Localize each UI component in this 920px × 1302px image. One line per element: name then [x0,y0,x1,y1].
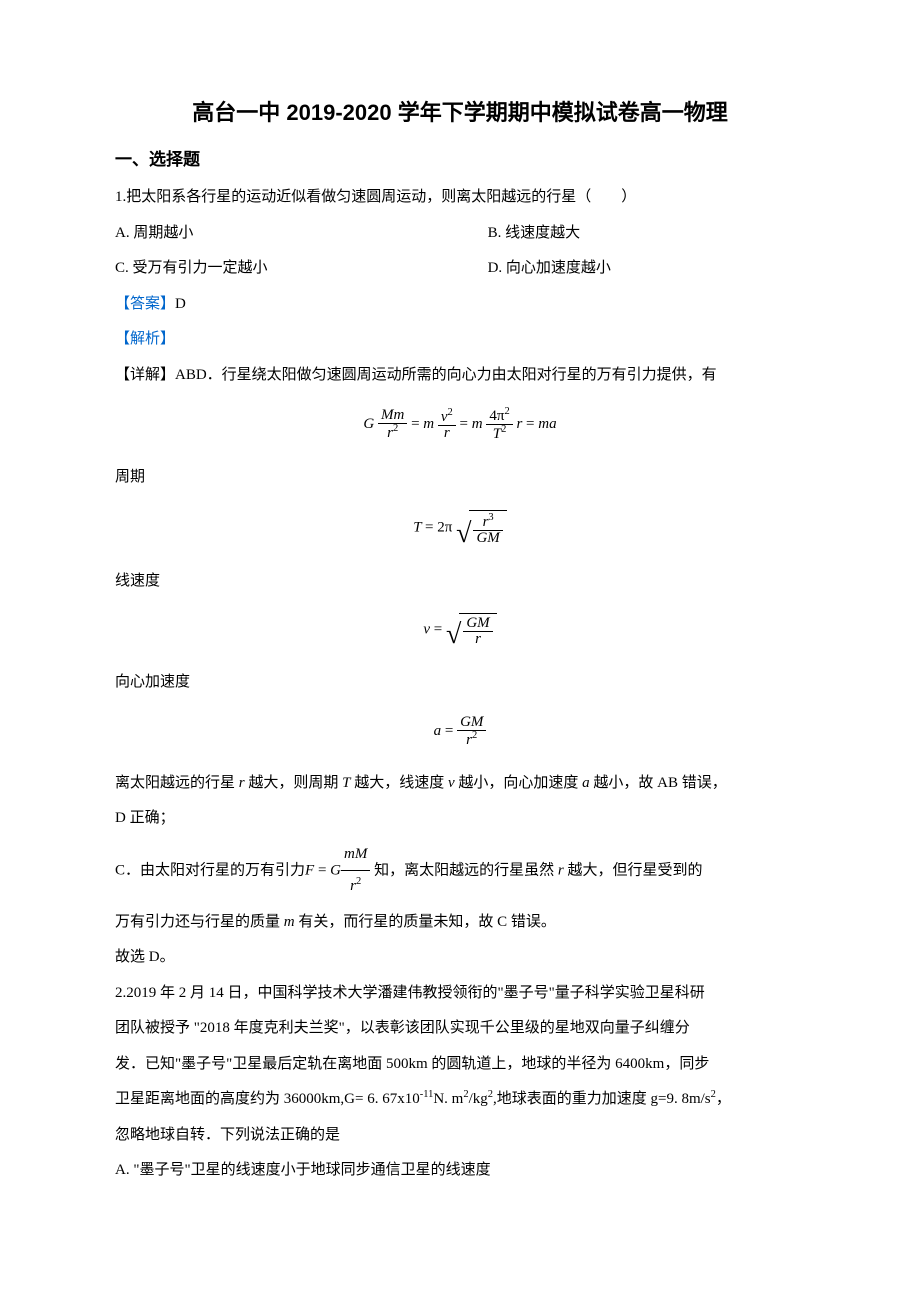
var-ma: ma [538,416,556,432]
q1-optC: C. 受万有引力一定越小 [115,253,488,285]
eq4: = [425,519,437,535]
formula-velocity: v = √ GM r [115,613,805,647]
formula-period: T = 2π √ r3 GM [115,510,805,546]
var-m2: m [472,416,483,432]
pCa: C．由太阳对行星的万有引力 [115,862,305,878]
q1-optB: B. 线速度越大 [488,218,805,250]
s4e: ， [716,1091,731,1107]
var-m1: m [423,416,434,432]
var-v: v [441,409,448,425]
period-label: 周期 [115,462,805,494]
eq5: = [434,621,442,637]
var-F: F [305,862,314,878]
var-GM2: GM [466,615,489,631]
q1-stem: 1.把太阳系各行星的运动近似看做匀速圆周运动，则离太阳越远的行星（ ） [115,182,805,214]
var-v-inline: v [448,775,455,791]
exp-2e: 2 [472,730,477,741]
q2-stem5: 忽略地球自转．下列说法正确的是 [115,1120,805,1152]
q2-optA: A. "墨子号"卫星的线速度小于地球同步通信卫星的线速度 [115,1155,805,1187]
exp-2b: 2 [448,407,453,418]
exp-3: 3 [488,512,493,523]
var-2: 2 [437,519,445,535]
formula-accel: a = GM r2 [115,715,805,748]
s4b: N. m [433,1091,463,1107]
c1d: 越小，向心加速度 [455,775,583,791]
sqrt-icon2: √ [446,621,461,649]
exp-2c: 2 [504,406,509,417]
var-GM1: GM [476,530,499,546]
pCd: 万有引力还与行星的质量 [115,914,284,930]
var-r5: r [475,631,481,647]
sqrt-icon: √ [456,520,471,548]
pCe: 有关，而行星的质量未知，故 C 错误。 [295,914,556,930]
pCc: 越大，但行星受到的 [564,862,703,878]
var-r2: r [444,425,450,441]
q1-detail: 【详解】ABD．行星绕太阳做匀速圆周运动所需的向心力由太阳对行星的万有引力提供，… [115,360,805,392]
var-v2: v [423,621,430,637]
c1c: 越大，线速度 [350,775,448,791]
var-a: a [434,722,442,738]
var-pi2: π [445,519,453,535]
c1a: 离太阳越远的行星 [115,775,239,791]
var-G2: G [330,862,341,878]
accel-label: 向心加速度 [115,667,805,699]
q1-optA: A. 周期越小 [115,218,488,250]
var-m-inline: m [284,914,295,930]
q1-conclusion1: 离太阳越远的行星 r 越大，则周期 T 越大，线速度 v 越小，向心加速度 a … [115,768,805,800]
var-Mm: Mm [381,407,404,423]
q1-partC: C．由太阳对行星的万有引力F = GmMr2 知，离太阳越远的行星虽然 r 越大… [115,839,805,903]
var-G: G [363,416,374,432]
q1-options-row1: A. 周期越小 B. 线速度越大 [115,218,805,250]
answer-value: D [175,296,186,312]
var-T2: T [413,519,421,535]
q1-optD: D. 向心加速度越小 [488,253,805,285]
answer-label: 【答案】 [115,296,175,312]
eq3: = [526,416,538,432]
var-T: T [493,426,501,442]
q1-conclusion1f: D 正确； [115,803,805,835]
q1-options-row2: C. 受万有引力一定越小 D. 向心加速度越小 [115,253,805,285]
q2-stem2: 团队被授予 "2018 年度克利夫兰奖"，以表彰该团队实现千公里级的星地双向量子… [115,1013,805,1045]
q1-partC2: 万有引力还与行星的质量 m 有关，而行星的质量未知，故 C 错误。 [115,907,805,939]
section-heading: 一、选择题 [115,145,805,170]
var-GM3: GM [460,714,483,730]
q1-answer: 【答案】D [115,289,805,321]
exam-title: 高台一中 2019-2020 学年下学期期中模拟试卷高一物理 [115,95,805,127]
var-r3: r [516,416,522,432]
eq6: = [445,722,457,738]
eq2: = [460,416,468,432]
pCb: 知，离太阳越远的行星虽然 [374,862,558,878]
c1e: 越小，故 AB 错误， [590,775,727,791]
var-4: 4 [489,408,497,424]
var-a-inline: a [582,775,590,791]
exp-2f: 2 [356,876,361,887]
s4d: ,地球表面的重力加速度 g=9. 8m/s [493,1091,711,1107]
q2-stem1: 2.2019 年 2 月 14 日，中国科学技术大学潘建伟教授领衔的"墨子号"量… [115,978,805,1010]
var-mM: mM [344,846,367,862]
q2-stem4: 卫星距离地面的高度约为 36000km,G= 6. 67x10-11N. m2/… [115,1084,805,1116]
q1-explain-label: 【解析】 [115,324,805,356]
q2-stem3: 发．已知"墨子号"卫星最后定轨在离地面 500km 的圆轨道上，地球的半径为 6… [115,1049,805,1081]
eq1: = [411,416,423,432]
q1-final: 故选 D。 [115,942,805,974]
c1b: 越大，则周期 [245,775,343,791]
velocity-label: 线速度 [115,566,805,598]
exp-2: 2 [393,423,398,434]
exp-2d: 2 [501,424,506,435]
s4a: 卫星距离地面的高度约为 36000km,G= 6. 67x10 [115,1091,420,1107]
formula-centripetal: G Mm r2 = m v2 r = m 4π2 T2 r = ma [115,407,805,442]
s4c: /kg [469,1091,488,1107]
